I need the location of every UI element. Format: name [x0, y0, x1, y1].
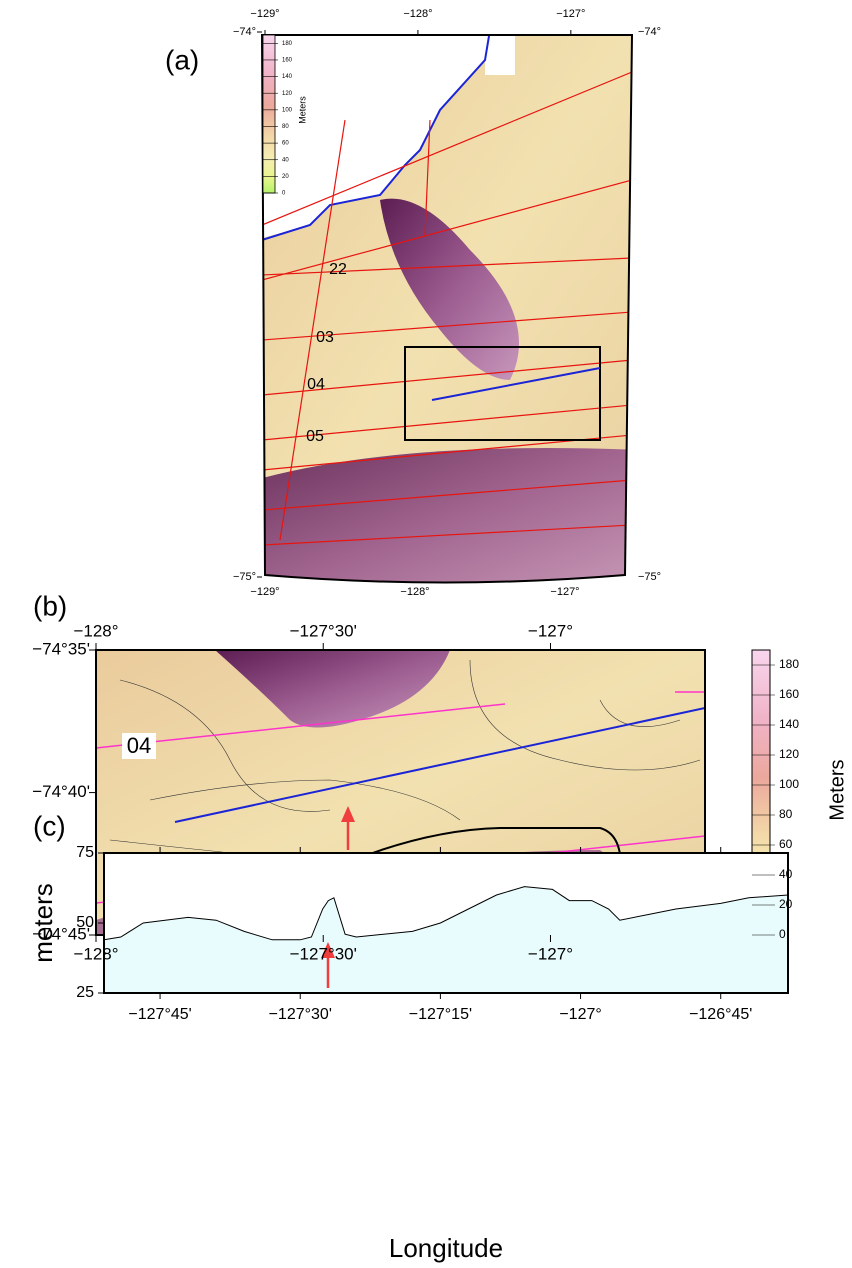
colorbar-tick-label: 0 — [282, 191, 286, 197]
y-tick-label: 50 — [76, 914, 94, 931]
colorbar-tick-label: 180 — [779, 657, 799, 671]
colorbar-tick-label: 120 — [282, 91, 293, 97]
colorbar-tick-label: 120 — [779, 747, 799, 761]
colorbar-tick-label: 100 — [282, 107, 293, 113]
profile-plot — [103, 886, 789, 993]
lon-tick-label: −128° — [73, 944, 118, 963]
profile-line — [431, 367, 601, 401]
colorbar-tick-label: 20 — [779, 897, 793, 911]
colorbar-tick-label: 80 — [282, 124, 289, 130]
track-label: 22 — [329, 261, 347, 278]
colorbar-tick-label: 140 — [779, 717, 799, 731]
ice — [485, 35, 515, 75]
lat-tick-label: −74°40' — [32, 782, 90, 801]
profile-line — [174, 707, 705, 823]
lat-tick-label: −74°35' — [32, 639, 90, 658]
track-label: 05 — [306, 428, 324, 445]
lat-tick-label: −74°45' — [32, 924, 90, 943]
colorbar-tick-label: 40 — [779, 867, 793, 881]
lon-tick-label: −127°30' — [290, 944, 357, 963]
colorbar-tick-label: 80 — [779, 807, 793, 821]
inset-box — [404, 346, 601, 441]
lon-tick-label: −129° — [250, 586, 279, 598]
ice — [262, 35, 490, 240]
lat-tick-label: −74° — [638, 26, 661, 38]
lon-tick-label: −128° — [73, 621, 118, 640]
label-box — [122, 733, 156, 759]
lat-tick-label: −75° — [638, 571, 661, 583]
y-axis-label: meters — [28, 883, 58, 962]
lat-tick-label: −74° — [233, 26, 256, 38]
colorbar-label: Meters — [826, 759, 848, 820]
map-frame — [260, 34, 634, 584]
x-axis-label: Longitude — [389, 1233, 503, 1263]
panel-label: (b) — [33, 590, 67, 621]
lon-tick-label: −127° — [556, 8, 585, 20]
depression — [215, 650, 450, 728]
colorbar-tick-label: 140 — [282, 74, 293, 80]
colorbar-tick-label: 60 — [282, 141, 289, 147]
x-tick-label: −126°45' — [689, 1006, 752, 1023]
colorbar-tick-label: 0 — [779, 927, 786, 941]
depression — [380, 198, 519, 380]
colorbar-tick-label: 20 — [282, 174, 289, 180]
lon-tick-label: −127° — [528, 944, 573, 963]
colorbar-tick-label: 160 — [282, 58, 293, 64]
area-fill — [104, 886, 788, 993]
tracks — [262, 71, 632, 546]
map-a — [262, 35, 632, 583]
track-label: 04 — [307, 376, 325, 393]
deep-terrain — [262, 448, 632, 583]
x-tick-label: −127° — [559, 1006, 601, 1023]
colorbar — [262, 34, 276, 194]
lon-tick-label: −127°30' — [290, 621, 357, 640]
panel-label: (c) — [33, 810, 66, 841]
colorbar-label: Meters — [297, 96, 307, 124]
track-label: 03 — [316, 329, 334, 346]
lon-tick-label: −128° — [400, 586, 429, 598]
lon-tick-label: −127° — [528, 621, 573, 640]
colorbar-tick-label: 100 — [779, 777, 799, 791]
track — [96, 703, 506, 749]
arrow-head — [321, 942, 335, 958]
colorbar-tick-label: 60 — [779, 837, 793, 851]
y-tick-label: 25 — [76, 984, 94, 1001]
panel-label: (a) — [165, 44, 199, 75]
y-tick-label: 75 — [76, 844, 94, 861]
lat-tick-label: −75° — [233, 571, 256, 583]
colorbar-tick-label: 40 — [282, 157, 289, 163]
profile — [103, 886, 789, 941]
arrow-head — [341, 806, 355, 822]
colorbar-tick-label: 180 — [282, 41, 293, 47]
lon-tick-label: −127° — [550, 586, 579, 598]
lon-tick-label: −128° — [403, 8, 432, 20]
x-tick-label: −127°30' — [269, 1006, 332, 1023]
x-tick-label: −127°15' — [409, 1006, 472, 1023]
colorbar-tick-label: 160 — [779, 687, 799, 701]
contours — [109, 659, 701, 861]
coastline — [262, 35, 491, 241]
lon-tick-label: −129° — [250, 8, 279, 20]
track-label: 04 — [127, 733, 151, 758]
x-tick-label: −127°45' — [128, 1006, 191, 1023]
